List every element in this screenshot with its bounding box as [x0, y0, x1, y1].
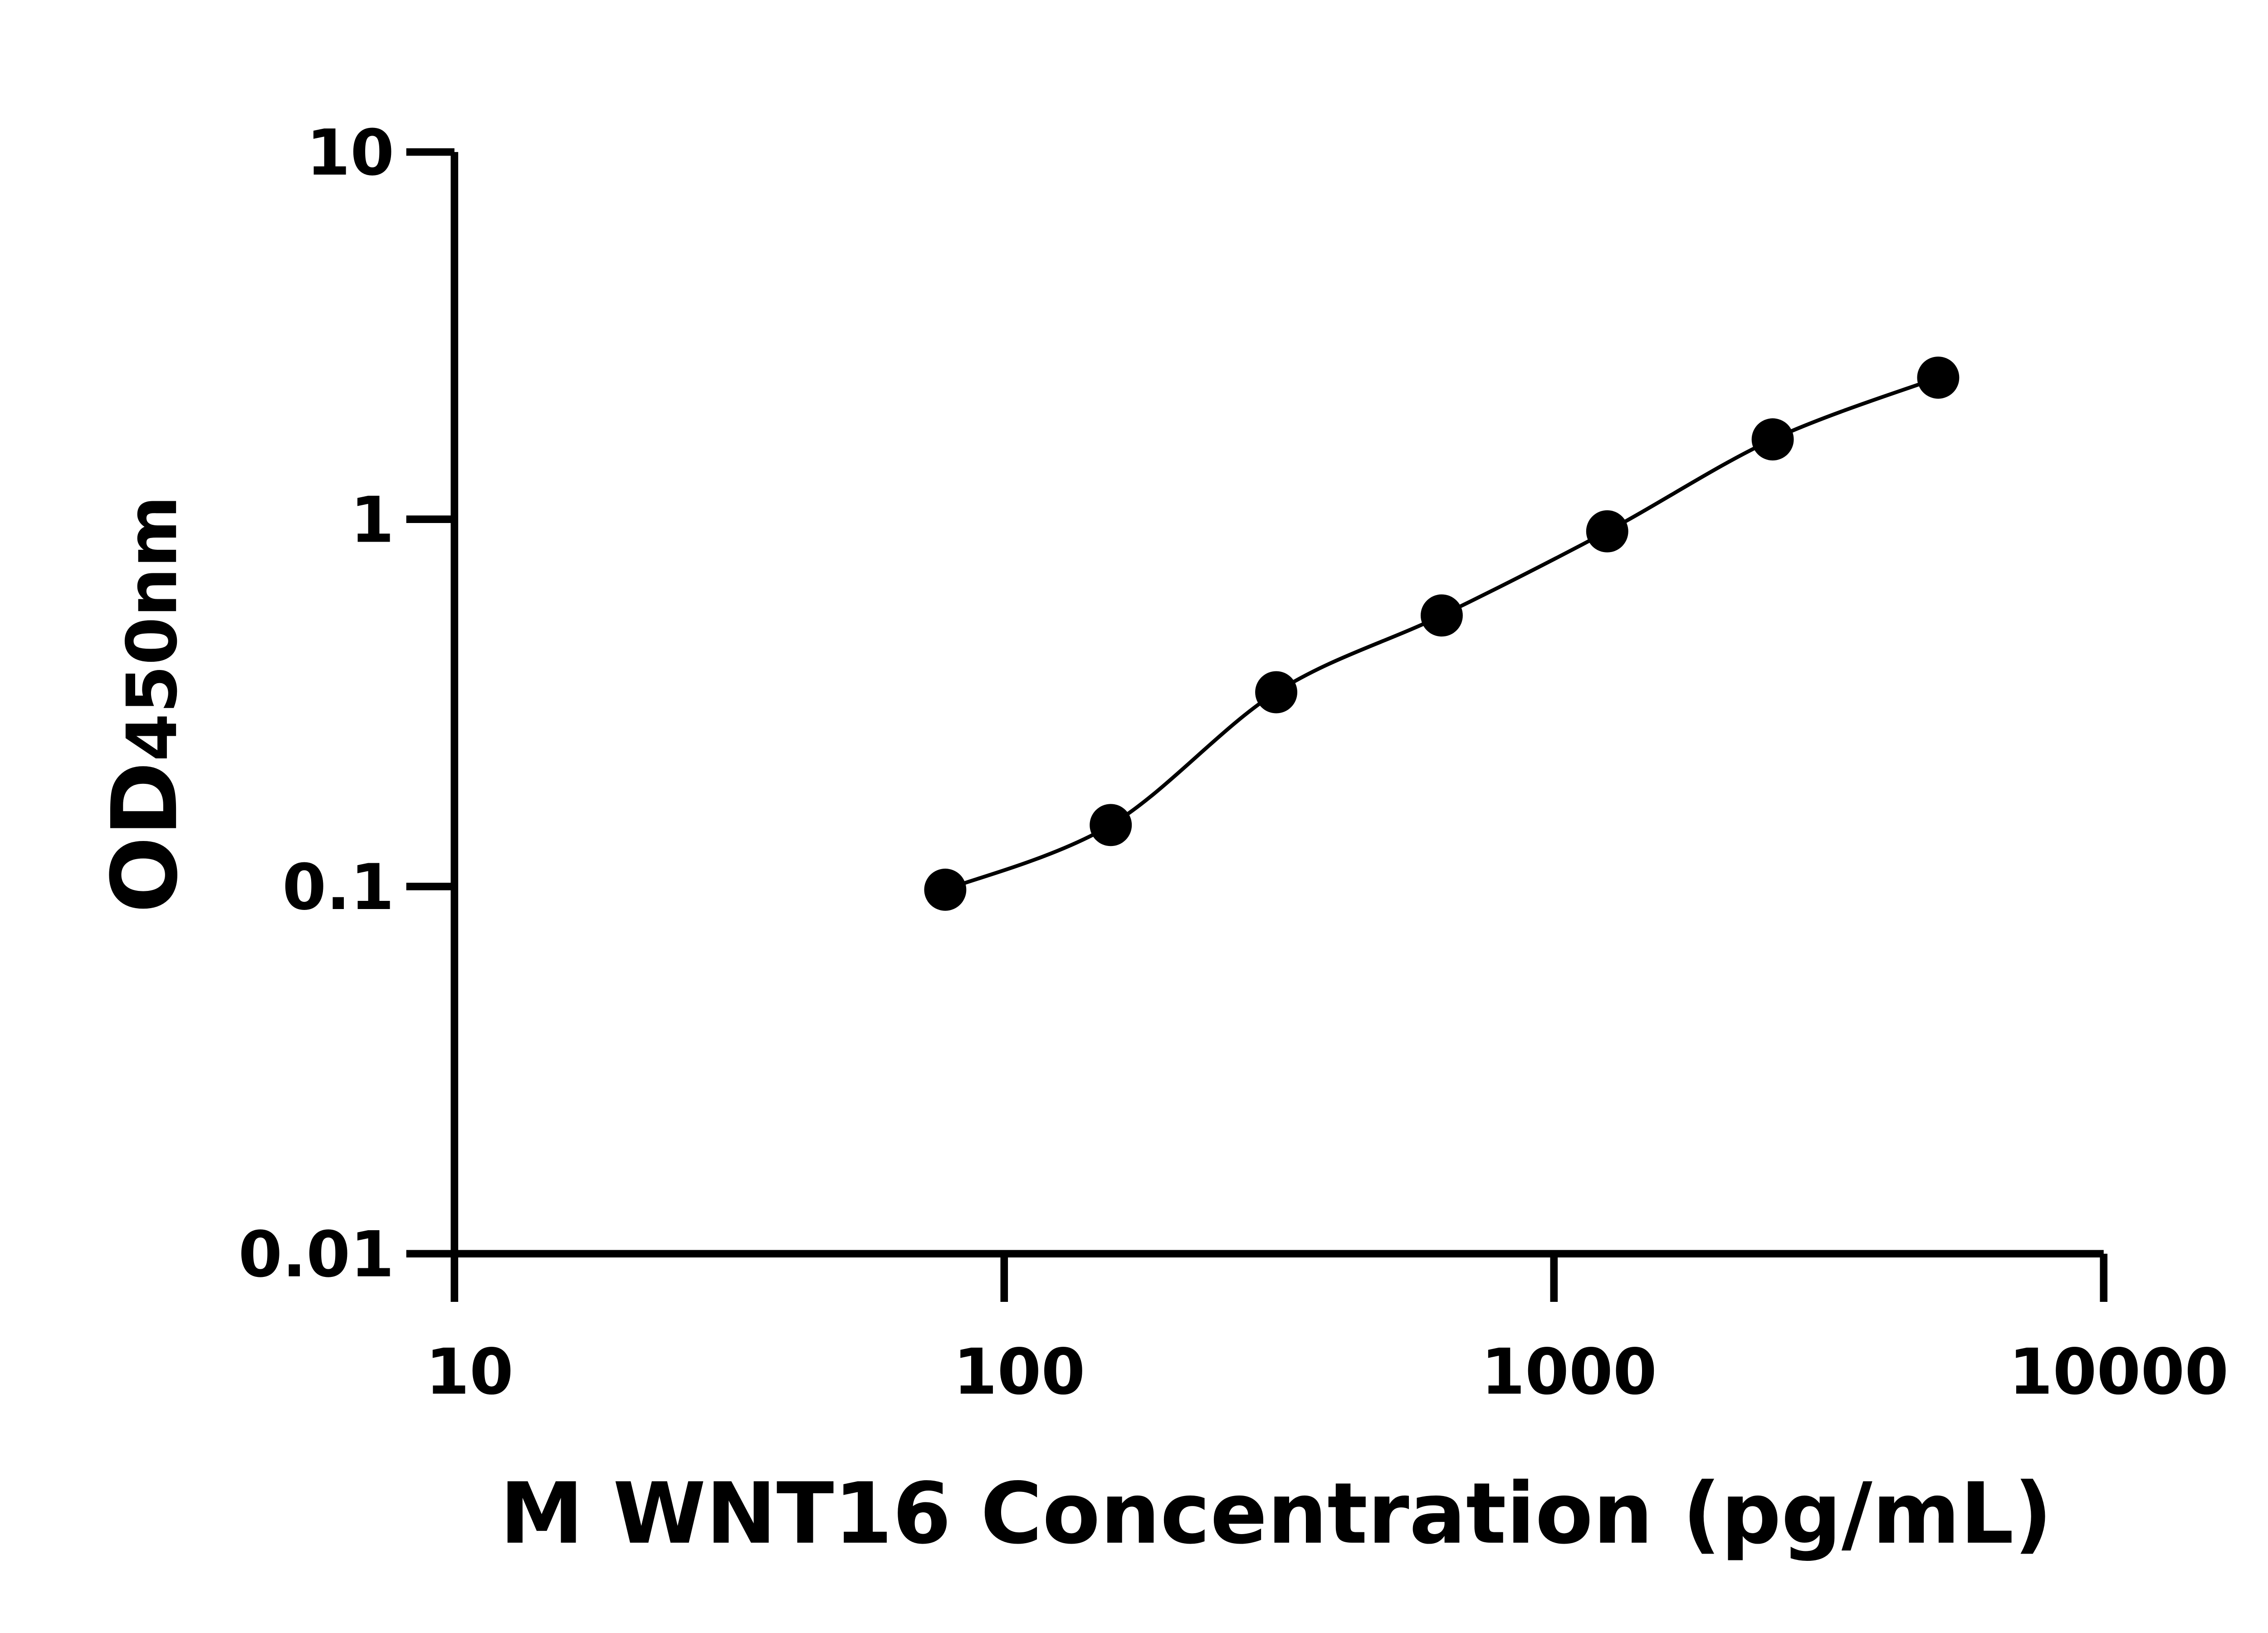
x-axis-title: M WNT16 Concentration (pg/mL) [500, 1465, 2053, 1563]
y-tick-label: 0.01 [238, 1218, 394, 1291]
data-points [924, 357, 1960, 911]
x-tick-label: 1000 [1481, 1335, 1657, 1408]
y-axis-title-main: OD [92, 762, 197, 913]
axes [406, 148, 2108, 1302]
data-point [924, 868, 967, 911]
data-point [1751, 418, 1794, 461]
y-axis-title-sub: 450nm [112, 495, 192, 761]
x-tick-label: 100 [953, 1335, 1085, 1408]
data-point [1255, 671, 1298, 714]
y-tick-label: 10 [306, 116, 394, 190]
x-tick-label: 10 [425, 1335, 513, 1408]
data-point [1917, 357, 1960, 399]
y-axis-title: OD450nm [92, 495, 197, 913]
y-tick-label: 1 [350, 483, 394, 557]
data-point [1420, 594, 1463, 637]
data-point [1090, 804, 1132, 846]
data-point [1586, 510, 1628, 552]
y-tick-labels: 0.01 0.1 1 10 [238, 116, 394, 1291]
x-tick-labels: 10 100 1000 10000 [425, 1335, 2229, 1408]
x-tick-label: 10000 [2009, 1335, 2229, 1408]
y-tick-label: 0.1 [282, 851, 394, 924]
